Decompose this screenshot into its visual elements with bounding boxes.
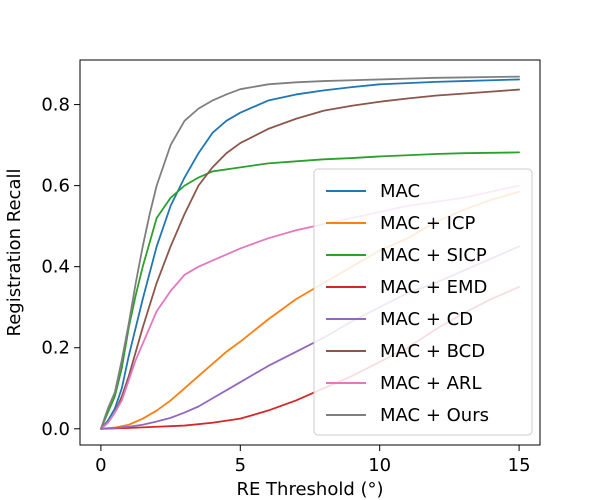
x-tick-label: 5 bbox=[235, 455, 246, 476]
legend-box bbox=[313, 168, 533, 436]
series-line-1 bbox=[100, 78, 520, 430]
y-tick-label: 0.0 bbox=[41, 419, 70, 440]
legend-label: MAC + ICP bbox=[380, 213, 475, 234]
x-axis-label: RE Threshold (°) bbox=[236, 479, 383, 500]
series-line-8 bbox=[100, 75, 520, 430]
series-line-6 bbox=[100, 88, 520, 430]
x-tick-label: 15 bbox=[508, 455, 531, 476]
x-axis: 0 5 10 15 bbox=[95, 445, 531, 476]
legend-label: MAC + Ours bbox=[380, 405, 489, 426]
x-tick-label: 10 bbox=[368, 455, 391, 476]
legend-label: MAC + ARL bbox=[380, 373, 481, 394]
y-tick-label: 0.8 bbox=[41, 95, 70, 116]
y-axis-label: Registration Recall bbox=[4, 169, 25, 337]
legend-label: MAC + EMD bbox=[380, 277, 487, 298]
series-line-3 bbox=[100, 151, 520, 430]
y-tick-label: 0.6 bbox=[41, 176, 70, 197]
legend: MAC MAC + ICP MAC + SICP MAC + EMD MAC + CD M… bbox=[313, 168, 533, 436]
legend-label: MAC + SICP bbox=[380, 245, 487, 266]
legend-label: MAC bbox=[380, 181, 420, 202]
axes-frame bbox=[79, 59, 541, 446]
legend-label: MAC + CD bbox=[380, 309, 473, 330]
x-tick-label: 0 bbox=[95, 455, 106, 476]
y-axis: 0.0 0.2 0.4 0.6 0.8 bbox=[41, 95, 80, 440]
legend-label: MAC + BCD bbox=[380, 341, 485, 362]
y-tick-label: 0.2 bbox=[41, 338, 70, 359]
y-tick-label: 0.4 bbox=[41, 257, 70, 278]
